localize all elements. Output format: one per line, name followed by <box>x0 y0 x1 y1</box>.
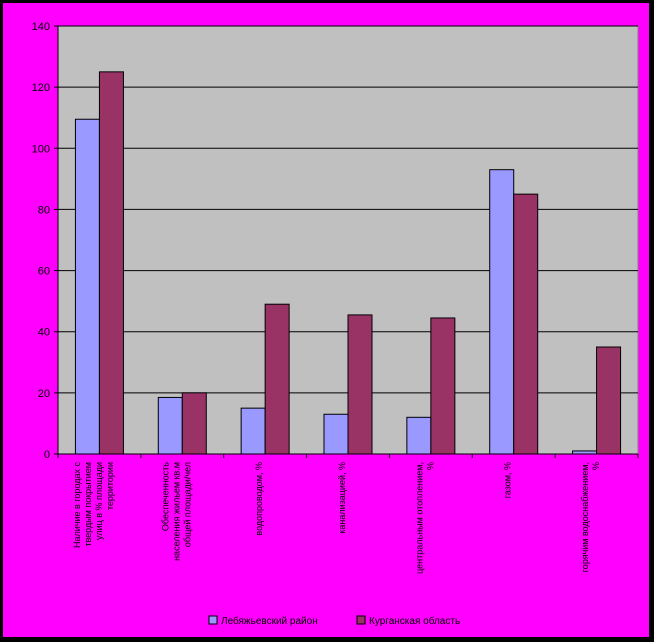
legend-swatch-series-1 <box>208 615 218 625</box>
category-label: Обеспеченность населения жильем кв.м общей… <box>160 462 192 561</box>
y-tick-label: 100 <box>32 143 50 155</box>
y-tick-label: 0 <box>44 449 50 461</box>
bar-series-2 <box>596 346 622 455</box>
bar-chart: 0 20 40 60 80 100 120 140 Наличие в городах с тв… <box>32 21 639 627</box>
bar-series-1 <box>74 118 100 455</box>
category-label: горячим водоснабжением,% <box>580 462 601 572</box>
bar-series-1 <box>240 407 266 455</box>
category-label-line: % <box>591 462 601 470</box>
category-label-line: общей площади/чел <box>182 462 192 547</box>
y-tick-label: 140 <box>32 21 50 33</box>
y-tick-label: 120 <box>32 82 50 94</box>
category-label-line: газом, % <box>503 462 513 498</box>
y-tick-label: 60 <box>38 266 50 278</box>
bar-series-1 <box>157 396 183 455</box>
category-label-line: % <box>425 462 435 470</box>
bar-series-2 <box>264 303 290 455</box>
bar-series-1 <box>489 169 515 455</box>
category-label: канализацией, % <box>337 462 347 534</box>
category-label-line: населения жильем кв.м <box>171 462 181 561</box>
legend-swatch-series-2 <box>356 615 366 625</box>
category-label-line: твердым покрытием <box>83 462 93 547</box>
category-label-line: Наличие в городах с <box>72 462 82 548</box>
category-label: газом, % <box>503 462 513 498</box>
bar-series-2 <box>98 71 124 455</box>
y-tick-label: 40 <box>38 327 50 339</box>
category-label-line: водопроводом, % <box>254 462 264 536</box>
category-label-line: горячим водоснабжением, <box>580 462 590 572</box>
y-tick-label: 20 <box>38 388 50 400</box>
category-label-line: Обеспеченность <box>160 462 170 531</box>
category-label: водопроводом, % <box>254 462 264 536</box>
chart-frame: 0 20 40 60 80 100 120 140 Наличие в городах с тв… <box>3 3 649 637</box>
category-label: центральным отоплением,% <box>414 462 435 574</box>
category-label-line: центральным отоплением, <box>414 462 424 574</box>
bar-series-1 <box>406 416 432 455</box>
bar-series-2 <box>181 392 207 455</box>
legend-label-series-2: Курганская область <box>369 615 460 627</box>
bar-series-1 <box>323 413 349 455</box>
category-label-line: улиц в % площади <box>94 462 104 540</box>
bar-series-2 <box>347 314 373 455</box>
category-label: Наличие в городах с твердым покрытием улиц… <box>72 462 115 548</box>
bar-series-1 <box>572 450 598 455</box>
category-label-line: канализацией, % <box>337 462 347 534</box>
category-label-line: территории <box>105 462 115 510</box>
bar-series-2 <box>513 193 539 455</box>
y-tick-label: 80 <box>38 204 50 216</box>
bar-series-2 <box>430 317 456 455</box>
legend-label-series-1: Лебяжьевский район <box>221 615 318 627</box>
